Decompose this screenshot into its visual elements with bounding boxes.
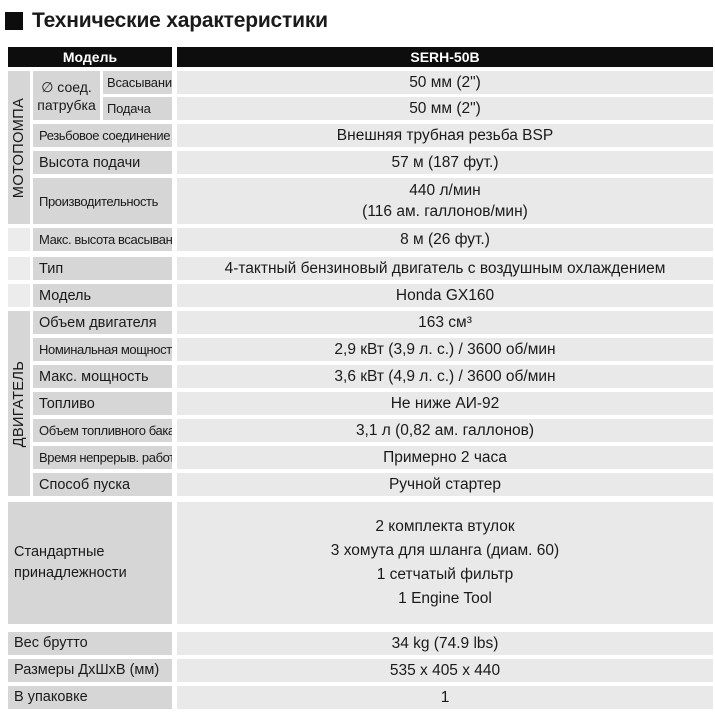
page-title-row: Технические характеристики	[5, 8, 715, 34]
group-label-pipe-diameter: ∅ соед. патрубка	[33, 71, 100, 120]
section-label-text: МОТОПОМПА	[11, 97, 27, 198]
pipe-diameter-group: ∅ соед. патрубка Всасывание 50 мм (2") П…	[33, 71, 713, 120]
spec-label: Время непрерыв. работы	[33, 446, 172, 469]
spec-row: Макс. высота всасывания 8 м (26 фут.)	[33, 228, 713, 251]
spec-row: Подача 50 мм (2")	[100, 97, 713, 120]
page-title: Технические характеристики	[32, 9, 328, 32]
spec-value: Ручной стартер	[177, 473, 713, 496]
spec-value: 535 x 405 x 440	[177, 659, 713, 682]
section-label-motopompa: МОТОПОМПА	[8, 71, 30, 224]
spec-label: Способ пуска	[33, 473, 172, 496]
section-dvigatel: ДВИГАТЕЛЬ Тип 4-тактный бензиновый двига…	[8, 257, 713, 496]
spec-label: Подача	[103, 97, 172, 120]
spec-label: Тип	[33, 257, 172, 280]
spec-row: Топливо Не ниже АИ-92	[33, 392, 713, 415]
spec-row: Объем топливного бака 3,1 л (0,82 ам. га…	[33, 419, 713, 442]
spec-label: Резьбовое соединение	[33, 124, 172, 147]
spec-row: Номинальная мощность 2,9 кВт (3,9 л. с.)…	[33, 338, 713, 361]
spec-value: Внешняя трубная резьба BSP	[177, 124, 713, 147]
spec-label: Всасывание	[103, 71, 172, 94]
spec-row: Высота подачи 57 м (187 фут.)	[33, 151, 713, 174]
spec-row: В упаковке 1	[8, 686, 713, 709]
spec-value: 50 мм (2")	[177, 71, 713, 94]
spec-value: Honda GX160	[177, 284, 713, 307]
spec-value: 2,9 кВт (3,9 л. с.) / 3600 об/мин	[177, 338, 713, 361]
spec-value: 34 kg (74.9 lbs)	[177, 632, 713, 655]
spec-value: 4-тактный бензиновый двигатель с воздушн…	[177, 257, 713, 280]
spec-value: Примерно 2 часа	[177, 446, 713, 469]
section-band-column: МОТОПОМПА	[8, 71, 30, 251]
spec-label: Вес брутто	[8, 632, 172, 655]
spec-row: Тип 4-тактный бензиновый двигатель с воз…	[33, 257, 713, 280]
square-bullet-icon	[5, 12, 23, 30]
spec-row: Время непрерыв. работы Примерно 2 часа	[33, 446, 713, 469]
spec-label: Объем топливного бака	[33, 419, 172, 442]
spec-row: Резьбовое соединение Внешняя трубная рез…	[33, 124, 713, 147]
section-band-column: ДВИГАТЕЛЬ	[8, 257, 30, 496]
spec-value: 163 см³	[177, 311, 713, 334]
spec-row: Размеры ДхШхВ (мм) 535 x 405 x 440	[8, 659, 713, 682]
spec-label: Топливо	[33, 392, 172, 415]
spec-value: 440 л/мин (116 ам. галлонов/мин)	[177, 178, 713, 224]
table-header-row: Модель SERH-50B	[8, 47, 713, 67]
header-model-value: SERH-50B	[177, 47, 713, 67]
spec-table: Модель SERH-50B МОТОПОМПА ∅ соед. патруб…	[8, 47, 713, 709]
band-filler	[8, 284, 30, 307]
section-motopompa: МОТОПОМПА ∅ соед. патрубка Всасывание 50…	[8, 71, 713, 251]
page: Технические характеристики Модель SERH-5…	[0, 8, 715, 709]
spec-label: В упаковке	[8, 686, 172, 709]
spec-label: Стандартные принадлежности	[8, 502, 172, 624]
spec-value: 50 мм (2")	[177, 97, 713, 120]
section-rows: ∅ соед. патрубка Всасывание 50 мм (2") П…	[33, 71, 713, 251]
spec-row: Объем двигателя 163 см³	[33, 311, 713, 334]
spec-label: Производительность	[33, 178, 172, 224]
spec-label: Модель	[33, 284, 172, 307]
spec-label: Объем двигателя	[33, 311, 172, 334]
spec-value: Не ниже АИ-92	[177, 392, 713, 415]
header-model-label: Модель	[8, 47, 172, 67]
spec-label: Макс. высота всасывания	[33, 228, 172, 251]
band-filler	[8, 257, 30, 280]
section-rows: Тип 4-тактный бензиновый двигатель с воз…	[33, 257, 713, 496]
spec-row: Макс. мощность 3,6 кВт (4,9 л. с.) / 360…	[33, 365, 713, 388]
band-filler	[8, 228, 30, 251]
section-label-dvigatel: ДВИГАТЕЛЬ	[8, 311, 30, 496]
spec-row-accessories: Стандартные принадлежности 2 комплекта в…	[8, 502, 713, 624]
group-rows: Всасывание 50 мм (2") Подача 50 мм (2")	[100, 71, 713, 120]
spec-value: 1	[177, 686, 713, 709]
section-label-text: ДВИГАТЕЛЬ	[11, 360, 27, 447]
spec-label: Высота подачи	[33, 151, 172, 174]
spec-value: 57 м (187 фут.)	[177, 151, 713, 174]
spec-row: Способ пуска Ручной стартер	[33, 473, 713, 496]
spec-value: 8 м (26 фут.)	[177, 228, 713, 251]
spec-label: Размеры ДхШхВ (мм)	[8, 659, 172, 682]
spec-row: Модель Honda GX160	[33, 284, 713, 307]
spec-label: Макс. мощность	[33, 365, 172, 388]
spec-row: Производительность 440 л/мин (116 ам. га…	[33, 178, 713, 224]
spec-label: Номинальная мощность	[33, 338, 172, 361]
spec-value: 3,1 л (0,82 ам. галлонов)	[177, 419, 713, 442]
spec-row: Всасывание 50 мм (2")	[100, 71, 713, 94]
spec-value: 2 комплекта втулок 3 хомута для шланга (…	[177, 502, 713, 624]
spec-row: Вес брутто 34 kg (74.9 lbs)	[8, 632, 713, 655]
spec-value: 3,6 кВт (4,9 л. с.) / 3600 об/мин	[177, 365, 713, 388]
